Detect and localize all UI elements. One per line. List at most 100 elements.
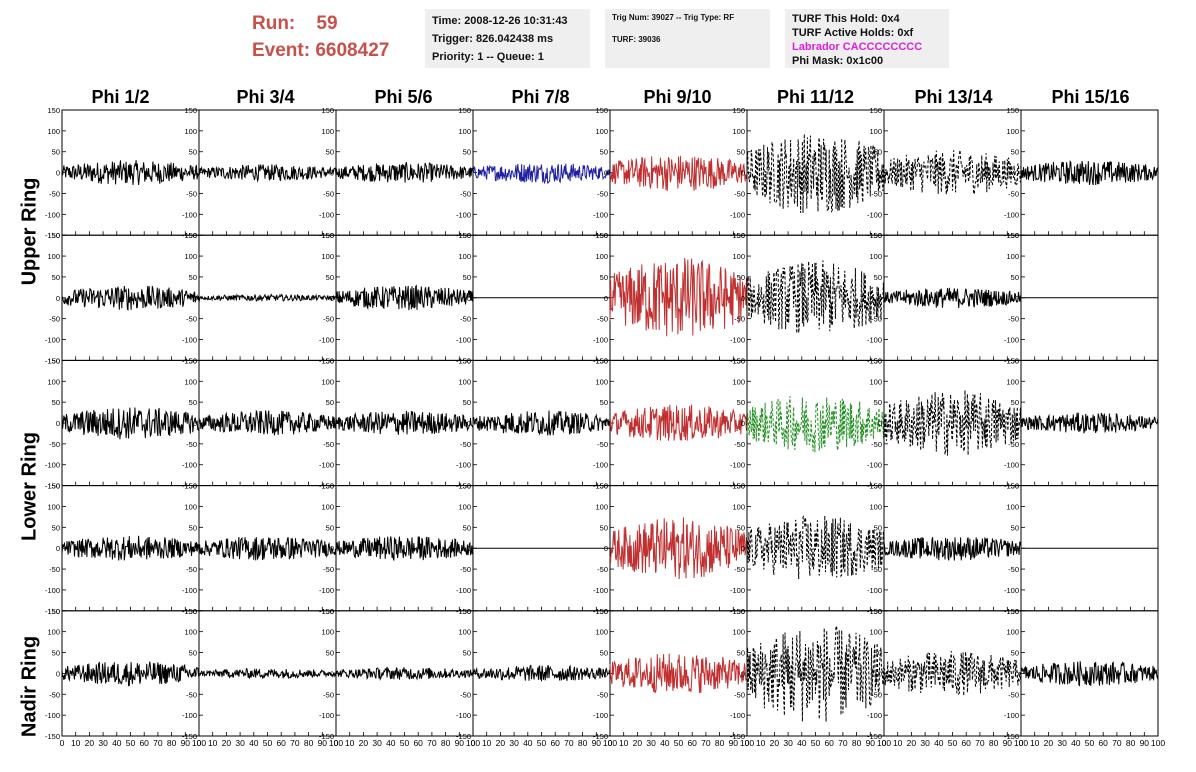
- y-tick-label-r3-c4: -50: [597, 565, 608, 574]
- y-tick-label-r4-c1: 50: [189, 649, 197, 658]
- x-tick-label-c4: 30: [646, 738, 656, 748]
- y-tick-label-r3-c0: -150: [45, 607, 60, 616]
- phi-header-5: Phi 9/10: [643, 87, 712, 107]
- trig-num-text: Trig Num: 39027 -- Trig Type: RF: [612, 13, 735, 22]
- y-tick-label-r0-c3: 100: [458, 127, 471, 136]
- y-tick-label-r3-c5: 100: [732, 502, 745, 511]
- x-tick-label-c7: 100: [1151, 738, 1165, 748]
- y-tick-label-r4-c7: -150: [1004, 732, 1019, 741]
- turf-this-hold-text: TURF This Hold: 0x4: [792, 13, 900, 25]
- y-tick-label-r4-c2: 150: [321, 607, 334, 616]
- y-tick-label-r2-c5: 150: [732, 356, 745, 365]
- x-tick-label-c0: 10: [71, 738, 81, 748]
- waveform-trace-r4-c4: [609, 653, 748, 694]
- y-tick-label-r0-c3: -100: [456, 210, 471, 219]
- y-tick-label-r4-c3: -50: [460, 690, 471, 699]
- x-tick-label-c3: 20: [496, 738, 506, 748]
- y-tick-label-r1-c6: -50: [871, 315, 882, 324]
- y-tick-label-r1-c5: 50: [737, 273, 745, 282]
- y-tick-label-r1-c3: -100: [456, 336, 471, 345]
- y-tick-label-r1-c5: 150: [732, 231, 745, 240]
- y-tick-label-r4-c5: 0: [741, 669, 745, 678]
- phi-header-6: Phi 11/12: [776, 87, 855, 107]
- y-tick-label-r3-c0: 150: [47, 482, 60, 491]
- y-tick-label-r0-c2: -100: [319, 210, 334, 219]
- y-tick-label-r0-c4: -150: [593, 231, 608, 240]
- y-tick-label-r0-c1: 100: [184, 127, 197, 136]
- y-tick-label-r3-c3: 100: [458, 502, 471, 511]
- x-tick-label-c1: 10: [208, 738, 218, 748]
- waveform-trace-r2-c1: [198, 409, 337, 436]
- x-tick-label-c2: 80: [441, 738, 451, 748]
- x-tick-label-c3: 10: [482, 738, 492, 748]
- y-tick-label-r1-c7: 100: [1006, 252, 1019, 261]
- y-tick-label-r3-c3: 150: [458, 482, 471, 491]
- x-tick-label-c5: 70: [838, 738, 848, 748]
- y-tick-label-r3-c3: -150: [456, 607, 471, 616]
- y-tick-label-r2-c2: -100: [319, 461, 334, 470]
- y-tick-label-r0-c0: -150: [45, 231, 60, 240]
- y-tick-label-r3-c6: 100: [869, 502, 882, 511]
- x-tick-label-c3: 70: [564, 738, 574, 748]
- x-tick-label-c5: 100: [877, 738, 891, 748]
- waveform-trace-r2-c2: [335, 410, 474, 435]
- waveform-trace-r1-c2: [335, 284, 474, 311]
- x-tick-label-c6: 10: [893, 738, 903, 748]
- y-tick-label-r1-c1: 100: [184, 252, 197, 261]
- y-tick-label-r4-c1: 100: [184, 628, 197, 637]
- y-tick-label-r2-c5: 50: [737, 398, 745, 407]
- y-tick-label-r4-c0: 150: [47, 607, 60, 616]
- waveform-trace-r0-c3: [472, 163, 611, 185]
- phi-mask-text: Phi Mask: 0x1c00: [792, 55, 884, 67]
- x-tick-label-c6: 0: [882, 738, 887, 748]
- y-tick-label-r4-c0: -100: [45, 711, 60, 720]
- y-tick-label-r3-c0: -100: [45, 586, 60, 595]
- waveform-trace-r4-c0: [61, 661, 200, 687]
- y-tick-label-r3-c4: 150: [595, 482, 608, 491]
- waveform-trace-r1-c5: [746, 260, 885, 334]
- y-tick-label-r4-c6: 150: [869, 607, 882, 616]
- y-tick-label-r0-c6: -150: [867, 231, 882, 240]
- y-tick-label-r0-c2: 0: [330, 169, 334, 178]
- waveform-trace-r3-c4: [609, 517, 748, 580]
- y-tick-label-r0-c7: 50: [1011, 148, 1019, 157]
- x-tick-label-c7: 70: [1112, 738, 1122, 748]
- y-tick-label-r1-c7: 150: [1006, 231, 1019, 240]
- y-tick-label-r4-c6: 50: [874, 649, 882, 658]
- y-tick-label-r4-c1: 0: [193, 669, 197, 678]
- y-tick-label-r0-c6: -50: [871, 189, 882, 198]
- x-tick-label-c3: 60: [550, 738, 560, 748]
- y-tick-label-r2-c4: 150: [595, 356, 608, 365]
- x-tick-label-c6: 90: [1003, 738, 1013, 748]
- y-tick-label-r0-c4: 50: [600, 148, 608, 157]
- y-tick-label-r2-c2: 150: [321, 356, 334, 365]
- y-tick-label-r3-c5: -150: [730, 607, 745, 616]
- y-tick-label-r3-c5: -100: [730, 586, 745, 595]
- trigger-text: Trigger: 826.042438 ms: [432, 33, 554, 45]
- y-tick-label-r4-c3: 0: [467, 669, 471, 678]
- x-tick-label-c7: 0: [1019, 738, 1024, 748]
- y-tick-label-r0-c5: 0: [741, 169, 745, 178]
- y-tick-label-r0-c3: -150: [456, 231, 471, 240]
- turf-active-holds-text: TURF Active Holds: 0xf: [792, 27, 914, 39]
- event-label: Event:: [252, 40, 311, 61]
- y-tick-label-r4-c1: -50: [186, 690, 197, 699]
- y-tick-label-r4-c0: -150: [45, 732, 60, 741]
- y-tick-label-r4-c4: -100: [593, 711, 608, 720]
- y-tick-label-r2-c5: -100: [730, 461, 745, 470]
- y-tick-label-r0-c7: -150: [1004, 231, 1019, 240]
- y-tick-label-r2-c1: 0: [193, 419, 197, 428]
- y-tick-label-r3-c6: 0: [878, 544, 882, 553]
- y-tick-label-r3-c7: -150: [1004, 607, 1019, 616]
- y-tick-label-r2-c0: -150: [45, 482, 60, 491]
- y-tick-label-r4-c3: -100: [456, 711, 471, 720]
- x-tick-label-c1: 20: [222, 738, 232, 748]
- x-tick-label-c0: 30: [98, 738, 108, 748]
- y-tick-label-r4-c4: 150: [595, 607, 608, 616]
- y-tick-label-r1-c1: -50: [186, 315, 197, 324]
- y-tick-label-r3-c4: 50: [600, 523, 608, 532]
- priority-text: Priority: 1 -- Queue: 1: [432, 51, 544, 63]
- y-tick-label-r3-c7: -100: [1004, 586, 1019, 595]
- y-tick-label-r0-c1: 150: [184, 106, 197, 115]
- y-tick-label-r0-c4: 100: [595, 127, 608, 136]
